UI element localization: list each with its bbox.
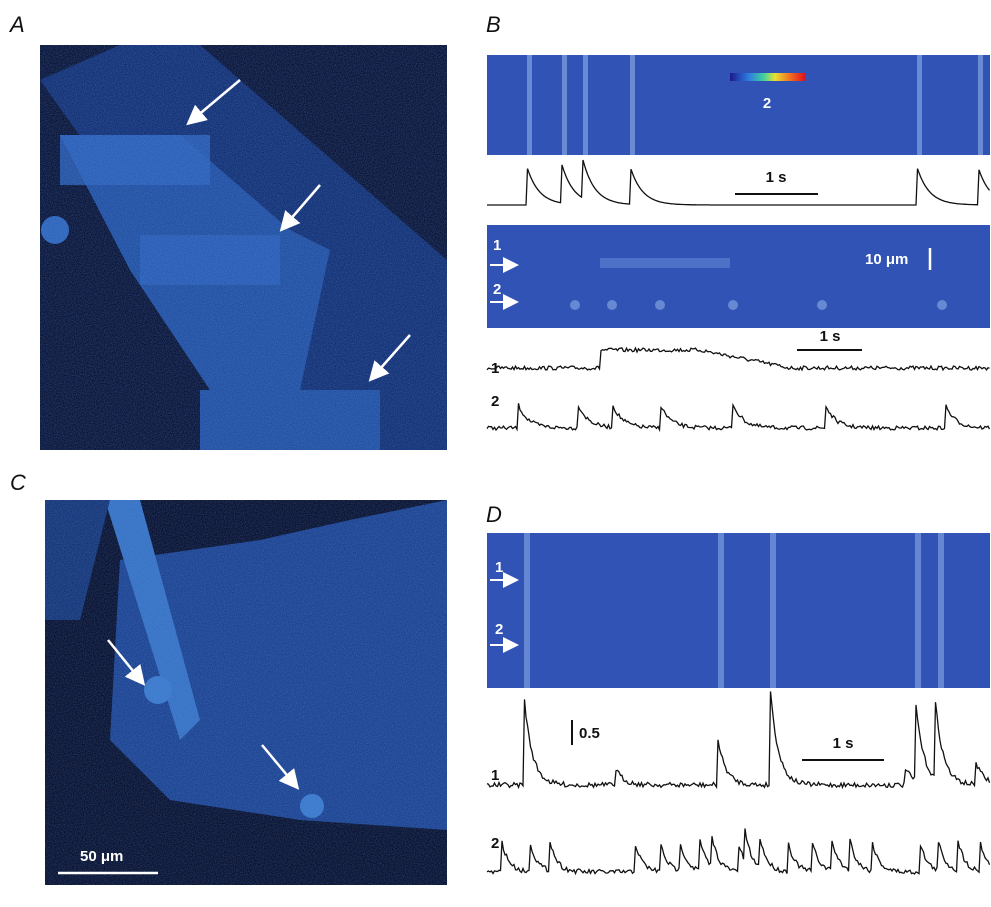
trace-label: 2	[491, 835, 499, 852]
panel-label: D	[486, 502, 502, 527]
scale-label: 50 μm	[80, 848, 123, 865]
transient-stripe	[917, 55, 922, 155]
transient-stripe	[770, 533, 776, 688]
transient-stripe	[915, 533, 921, 688]
scale-bars	[571, 193, 884, 761]
traces	[486, 159, 991, 876]
panel-label: A	[8, 12, 25, 37]
trace	[486, 402, 991, 433]
transient-stripe	[524, 533, 530, 688]
micrograph-a	[40, 45, 447, 450]
micrograph-c	[45, 500, 447, 885]
spark	[570, 300, 580, 310]
time-scale-label: 1 s	[820, 328, 841, 345]
transient-stripe	[630, 55, 635, 155]
transient-stripe	[583, 55, 588, 155]
colorbar-label: 2	[763, 95, 771, 112]
line-label: 1	[495, 559, 503, 576]
spark	[607, 300, 617, 310]
time-scale-label: 1 s	[766, 169, 787, 186]
spark	[817, 300, 827, 310]
transient-stripe	[718, 533, 724, 688]
line-label: 1	[493, 237, 501, 254]
transient-stripe	[938, 533, 944, 688]
transient-stripe	[527, 55, 532, 155]
trace	[486, 346, 990, 372]
transient-stripe	[978, 55, 983, 155]
trace	[486, 691, 991, 790]
line-label: 2	[493, 281, 501, 298]
time-scale-label: 1 s	[833, 735, 854, 752]
panel-label: C	[10, 470, 26, 495]
trace	[486, 828, 991, 876]
spark	[655, 300, 665, 310]
amplitude-scale-label: 0.5	[579, 725, 600, 742]
linescans	[487, 55, 990, 688]
spark	[937, 300, 947, 310]
trace-label: 1	[491, 360, 499, 377]
line-label: 2	[495, 621, 503, 638]
spark	[728, 300, 738, 310]
trace	[487, 159, 991, 206]
trace-label: 1	[491, 767, 499, 784]
space-scale-label: 10 μm	[865, 251, 908, 268]
panel-label: B	[486, 12, 501, 37]
transient-stripe	[562, 55, 567, 155]
trace-label: 2	[491, 393, 499, 410]
